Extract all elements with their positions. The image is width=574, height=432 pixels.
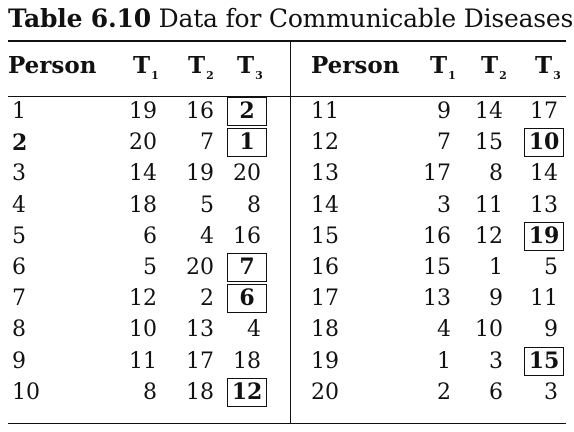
cell-t3: 7 [227,253,267,282]
header-t3-left: T3 [237,52,263,82]
cell-person: 3 [12,161,26,187]
cell-person: 17 [311,286,339,312]
cell-t1: 17 [423,161,451,187]
cell-t1: 18 [129,192,157,218]
cell-t3: 14 [530,161,558,187]
cell-t1: 9 [437,99,451,124]
top-rule [8,40,566,42]
header-person-right: Person [311,52,400,79]
cell-t1: 13 [423,286,451,312]
cell-t3: 6 [227,284,267,314]
cell-person: 14 [311,192,339,218]
cell-t3: 12 [227,377,267,407]
cell-t2: 18 [186,379,214,405]
header-t2-left: T2 [188,52,214,82]
cell-t1: 11 [129,348,157,374]
cell-t3: 15 [524,346,564,376]
cell-t2: 14 [475,99,503,124]
cell-t1: 2 [437,379,451,405]
cell-t2: 8 [489,161,503,187]
cell-t1: 15 [423,255,451,280]
cell-t2: 17 [186,348,214,374]
cell-t3: 10 [524,128,564,158]
cell-t1: 20 [129,130,157,156]
cell-t2: 16 [186,99,214,124]
cell-t1: 10 [129,317,157,343]
cell-t1: 1 [437,348,451,374]
cell-t3: 17 [530,99,558,124]
cell-t3: 11 [530,286,558,312]
cell-t1: 7 [437,130,451,156]
cell-t3: 1 [227,128,267,158]
cell-person: 13 [311,161,339,187]
cell-t3: 18 [233,348,261,374]
header-t1-left: T1 [133,52,159,82]
cell-t3: 16 [233,223,261,249]
cell-t1: 14 [129,161,157,187]
bottom-rule [8,423,566,424]
table-title-text: Data for Communicable Diseases [158,4,574,33]
cell-t2: 7 [200,130,214,156]
cell-person: 16 [311,255,339,280]
cell-t3: 3 [544,379,558,405]
cell-t2: 11 [475,192,503,218]
cell-person: 20 [311,379,339,405]
cell-t3: 5 [544,255,558,280]
cell-t1: 4 [437,317,451,343]
cell-t2: 20 [186,255,214,280]
cell-t3: 4 [247,317,261,343]
cell-person: 11 [311,99,339,124]
cell-t2: 6 [489,379,503,405]
cell-t1: 19 [129,99,157,124]
cell-t2: 15 [475,130,503,156]
cell-t1: 16 [423,223,451,249]
cell-person: 18 [311,317,339,343]
cell-person: 8 [12,317,26,343]
header-rule [8,96,566,97]
cell-person: 1 [12,99,26,124]
table-number: Table 6.10 [8,4,151,33]
cell-t1: 3 [437,192,451,218]
cell-t2: 9 [489,286,503,312]
header-t1-right: T1 [430,52,456,82]
cell-t3: 13 [530,192,558,218]
table-title: Table 6.10 Data for Communicable Disease… [8,4,573,33]
cell-t3: 19 [524,221,564,251]
cell-t1: 5 [143,255,157,280]
cell-person: 12 [311,130,339,156]
cell-t3: 2 [227,97,267,126]
cell-person: 5 [12,223,26,249]
cell-t2: 10 [475,317,503,343]
cell-person: 9 [12,348,26,374]
cell-t2: 2 [200,286,214,312]
cell-t2: 13 [186,317,214,343]
cell-person: 15 [311,223,339,249]
header-person-left: Person [8,52,97,79]
cell-t1: 8 [143,379,157,405]
header-t3-right: T3 [535,52,561,82]
cell-t2: 12 [475,223,503,249]
cell-t2: 1 [489,255,503,280]
cell-person: 7 [12,286,26,312]
cell-t3: 9 [544,317,558,343]
cell-person: 2 [12,130,28,157]
cell-person: 4 [12,192,26,218]
column-divider [290,42,291,424]
cell-person: 10 [12,379,40,405]
cell-t1: 6 [143,223,157,249]
cell-t2: 5 [200,192,214,218]
cell-t3: 20 [233,161,261,187]
cell-t3: 8 [247,192,261,218]
header-t2-right: T2 [481,52,507,82]
cell-t2: 3 [489,348,503,374]
cell-person: 19 [311,348,339,374]
cell-person: 6 [12,255,26,280]
cell-t1: 12 [129,286,157,312]
cell-t2: 19 [186,161,214,187]
cell-t2: 4 [200,223,214,249]
